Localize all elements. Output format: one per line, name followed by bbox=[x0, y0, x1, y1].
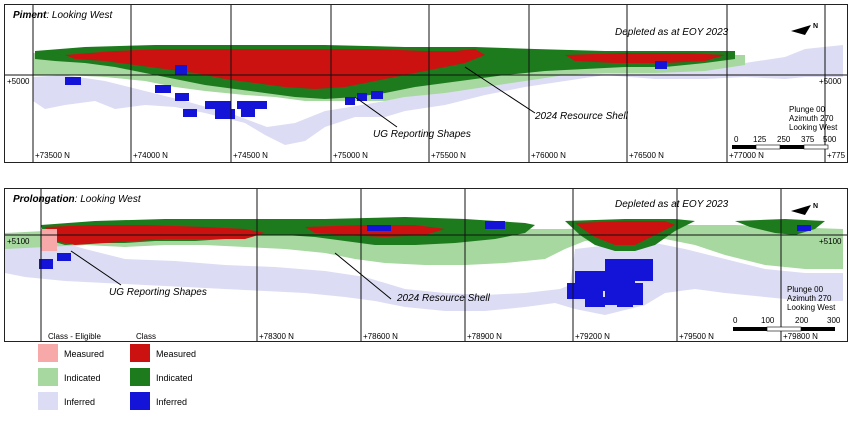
piment-elev-left: +5000 bbox=[7, 77, 30, 86]
legend-swatch-measured-eligible bbox=[38, 344, 58, 362]
prolongation-scale-100: 100 bbox=[761, 316, 775, 325]
piment-tick-76000: +76000 N bbox=[531, 151, 566, 160]
legend-header-class: Class bbox=[136, 332, 157, 341]
piment-grid bbox=[5, 5, 847, 162]
prolongation-section-drawing bbox=[5, 189, 847, 341]
prolongation-plunge: Plunge 00 bbox=[787, 285, 824, 294]
piment-scale-0: 0 bbox=[734, 135, 739, 144]
piment-section-drawing bbox=[5, 5, 847, 162]
prolongation-measured-zone-east bbox=[575, 221, 675, 245]
prolongation-scale-0: 0 bbox=[733, 316, 738, 325]
piment-scale-500: 500 bbox=[823, 135, 837, 144]
piment-plunge-info: Plunge 00 Azimuth 270 Looking West bbox=[789, 105, 837, 132]
piment-azimuth: Azimuth 270 bbox=[789, 114, 834, 123]
prolongation-tick-78900: +78900 N bbox=[467, 332, 502, 341]
prolongation-section-panel: Prolongation: Looking West Depleted as a… bbox=[4, 188, 848, 342]
piment-scale-bar bbox=[732, 144, 829, 150]
piment-title-name: Piment bbox=[13, 10, 47, 21]
legend-label-inferred-eligible: Inferred bbox=[64, 397, 96, 407]
legend-label-measured-eligible: Measured bbox=[64, 349, 105, 359]
piment-scale-125: 125 bbox=[753, 135, 767, 144]
piment-section-panel: Piment: Looking West Depleted as at EOY … bbox=[4, 4, 848, 163]
legend-swatch-indicated-eligible bbox=[38, 368, 58, 386]
piment-scale-375: 375 bbox=[801, 135, 815, 144]
piment-annotation-arrows bbox=[354, 66, 536, 128]
piment-tick-73500: +73500 N bbox=[35, 151, 70, 160]
legend-label-indicated: Indicated bbox=[156, 373, 193, 383]
prolongation-ug-shapes-label: UG Reporting Shapes bbox=[109, 287, 207, 298]
prolongation-north-label: N bbox=[813, 203, 819, 210]
piment-north-arrow-icon bbox=[791, 25, 811, 35]
prolongation-tick-79800: +79800 N bbox=[783, 332, 818, 341]
piment-tick-75000: +75000 N bbox=[333, 151, 368, 160]
prolongation-measured-eligible-patch bbox=[41, 229, 57, 251]
prolongation-plunge-info: Plunge 00 Azimuth 270 Looking West bbox=[787, 285, 835, 312]
prolongation-grid bbox=[5, 189, 847, 341]
prolongation-depleted-note: Depleted as at EOY 2023 bbox=[615, 199, 729, 210]
legend-swatch-measured bbox=[130, 344, 150, 362]
prolongation-tick-78300: +78300 N bbox=[259, 332, 294, 341]
prolongation-scale-bar bbox=[733, 326, 835, 332]
piment-plunge: Plunge 00 bbox=[789, 105, 826, 114]
piment-resource-shell-label: 2024 Resource Shell bbox=[535, 111, 628, 122]
piment-tick-74500: +74500 N bbox=[233, 151, 268, 160]
legend-label-inferred: Inferred bbox=[156, 397, 188, 407]
legend-label-measured: Measured bbox=[156, 349, 197, 359]
prolongation-azimuth: Azimuth 270 bbox=[787, 294, 832, 303]
legend-swatch-indicated bbox=[130, 368, 150, 386]
piment-tick-77000: +77000 N bbox=[729, 151, 764, 160]
prolongation-resource-shell-label: 2024 Resource Shell bbox=[397, 293, 490, 304]
prolongation-tick-79500: +79500 N bbox=[679, 332, 714, 341]
prolongation-tick-79200: +79200 N bbox=[575, 332, 610, 341]
prolongation-scale-300: 300 bbox=[827, 316, 841, 325]
piment-looking: Looking West bbox=[789, 123, 838, 132]
prolongation-looking: Looking West bbox=[787, 303, 836, 312]
legend-swatch-inferred-eligible bbox=[38, 392, 58, 410]
prolongation-elev-right: +5100 bbox=[819, 237, 842, 246]
piment-tick-74000: +74000 N bbox=[133, 151, 168, 160]
prolongation-tick-78600: +78600 N bbox=[363, 332, 398, 341]
legend-header-eligible: Class - Eligible bbox=[48, 332, 101, 341]
prolongation-title-name: Prolongation bbox=[13, 194, 75, 205]
prolongation-elev-left: +5100 bbox=[7, 237, 30, 246]
class-legend: Class - Eligible Class Measured Indicate… bbox=[36, 330, 236, 420]
prolongation-inferred-blocks bbox=[39, 221, 811, 307]
piment-scale-250: 250 bbox=[777, 135, 791, 144]
piment-measured-zone bbox=[65, 49, 485, 89]
prolongation-north-arrow-icon bbox=[791, 205, 811, 215]
piment-tick-76500: +76500 N bbox=[629, 151, 664, 160]
piment-north-label: N bbox=[813, 23, 819, 30]
prolongation-title-view: : Looking West bbox=[74, 194, 141, 205]
piment-depleted-note: Depleted as at EOY 2023 bbox=[615, 27, 729, 38]
prolongation-annotation-arrows bbox=[70, 250, 392, 300]
piment-tick-775: +775 bbox=[827, 151, 846, 160]
piment-elev-right: +5000 bbox=[819, 77, 842, 86]
legend-swatch-inferred bbox=[130, 392, 150, 410]
piment-inferred-blocks bbox=[65, 61, 667, 119]
piment-tick-75500: +75500 N bbox=[431, 151, 466, 160]
legend-label-indicated-eligible: Indicated bbox=[64, 373, 101, 383]
prolongation-panel-title: Prolongation: Looking West bbox=[13, 194, 141, 205]
prolongation-scale-200: 200 bbox=[795, 316, 809, 325]
piment-title-view: : Looking West bbox=[46, 10, 113, 21]
piment-ug-shapes-label: UG Reporting Shapes bbox=[373, 129, 471, 140]
piment-measured-zone-east bbox=[565, 53, 725, 63]
piment-panel-title: Piment: Looking West bbox=[13, 10, 112, 21]
